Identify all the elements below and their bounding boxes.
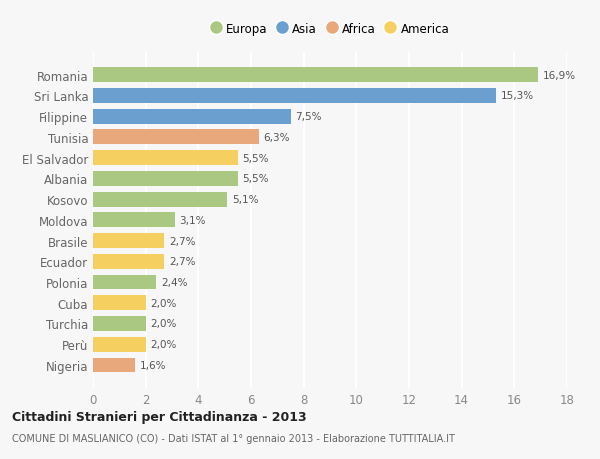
Text: 2,0%: 2,0% xyxy=(151,340,177,349)
Text: 2,7%: 2,7% xyxy=(169,257,196,267)
Text: 16,9%: 16,9% xyxy=(543,71,576,80)
Bar xyxy=(93,89,496,104)
Text: 2,7%: 2,7% xyxy=(169,236,196,246)
Bar xyxy=(93,109,290,124)
Text: 2,0%: 2,0% xyxy=(151,298,177,308)
Bar xyxy=(93,275,156,290)
Legend: Europa, Asia, Africa, America: Europa, Asia, Africa, America xyxy=(208,20,452,38)
Text: 5,5%: 5,5% xyxy=(242,153,269,163)
Bar xyxy=(93,316,146,331)
Text: 5,5%: 5,5% xyxy=(242,174,269,184)
Text: 1,6%: 1,6% xyxy=(140,360,166,370)
Text: 2,4%: 2,4% xyxy=(161,277,187,287)
Bar xyxy=(93,213,175,228)
Bar xyxy=(93,296,146,311)
Bar xyxy=(93,151,238,166)
Text: 2,0%: 2,0% xyxy=(151,319,177,329)
Text: 15,3%: 15,3% xyxy=(500,91,534,101)
Text: 3,1%: 3,1% xyxy=(179,215,206,225)
Bar xyxy=(93,172,238,186)
Bar xyxy=(93,130,259,145)
Bar xyxy=(93,234,164,248)
Text: 6,3%: 6,3% xyxy=(263,133,290,143)
Text: 7,5%: 7,5% xyxy=(295,112,322,122)
Text: Cittadini Stranieri per Cittadinanza - 2013: Cittadini Stranieri per Cittadinanza - 2… xyxy=(12,410,307,423)
Text: COMUNE DI MASLIANICO (CO) - Dati ISTAT al 1° gennaio 2013 - Elaborazione TUTTITA: COMUNE DI MASLIANICO (CO) - Dati ISTAT a… xyxy=(12,433,455,442)
Bar xyxy=(93,68,538,83)
Bar xyxy=(93,192,227,207)
Bar xyxy=(93,337,146,352)
Text: 5,1%: 5,1% xyxy=(232,195,259,205)
Bar xyxy=(93,358,135,373)
Bar xyxy=(93,254,164,269)
